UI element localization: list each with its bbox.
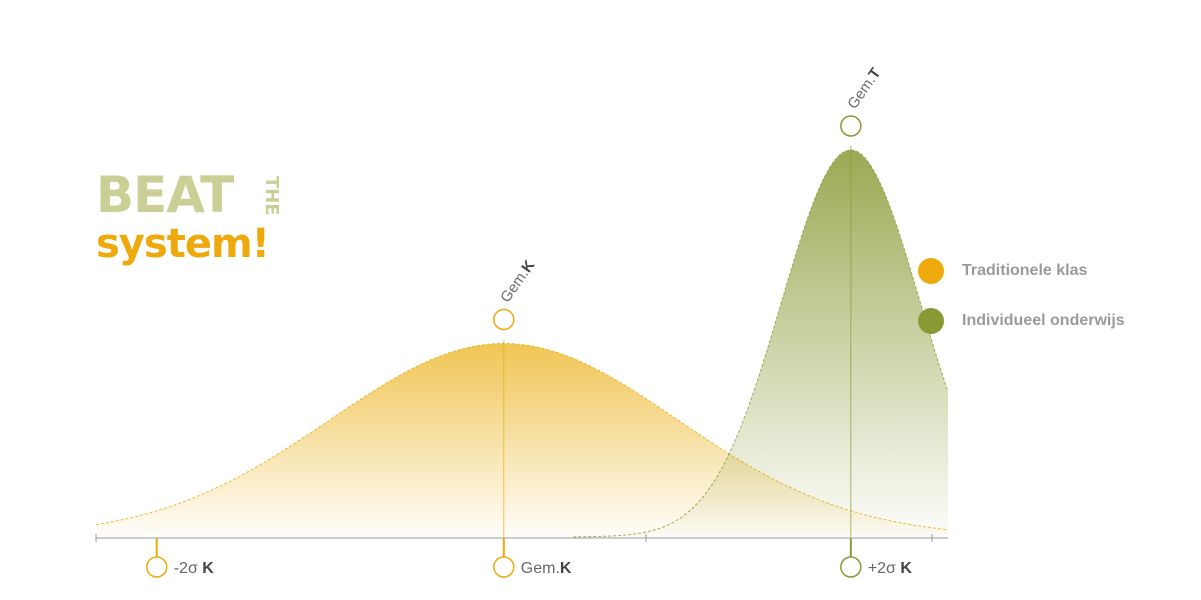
logo-system-text: system! [96, 221, 270, 267]
legend-item-individueel-onderwijs: Individueel onderwijs [918, 308, 1125, 334]
peak-label-1: Gem.T [844, 65, 884, 112]
legend-item-traditionele-klas: Traditionele klas [918, 258, 1125, 284]
x-tick-marker-2 [840, 556, 862, 578]
logo-the-text: THE [261, 176, 282, 216]
peak-marker-1 [840, 115, 862, 137]
x-tick-label-0: -2σ K [174, 560, 215, 577]
chart-legend: Traditionele klas Individueel onderwijs [918, 258, 1125, 358]
beat-the-system-logo: BEAT THE system! [96, 170, 296, 270]
series-area-1 [573, 150, 948, 537]
peak-marker-0 [493, 308, 515, 331]
x-tick-marker-0 [145, 556, 168, 578]
logo-beat-text: BEAT [96, 166, 234, 224]
legend-dot-yellow [918, 258, 944, 284]
series-outline-0 [95, 343, 949, 531]
x-tick-label-2: +2σ K [868, 560, 913, 577]
peak-label-0: Gem.K [497, 257, 538, 306]
legend-label: Traditionele klas [962, 262, 1088, 279]
series-outline-1 [573, 149, 949, 538]
x-tick-label-1: Gem.K [521, 560, 572, 577]
legend-label: Individueel onderwijs [962, 312, 1125, 329]
x-tick-marker-1 [493, 556, 515, 578]
legend-dot-green [918, 308, 944, 334]
